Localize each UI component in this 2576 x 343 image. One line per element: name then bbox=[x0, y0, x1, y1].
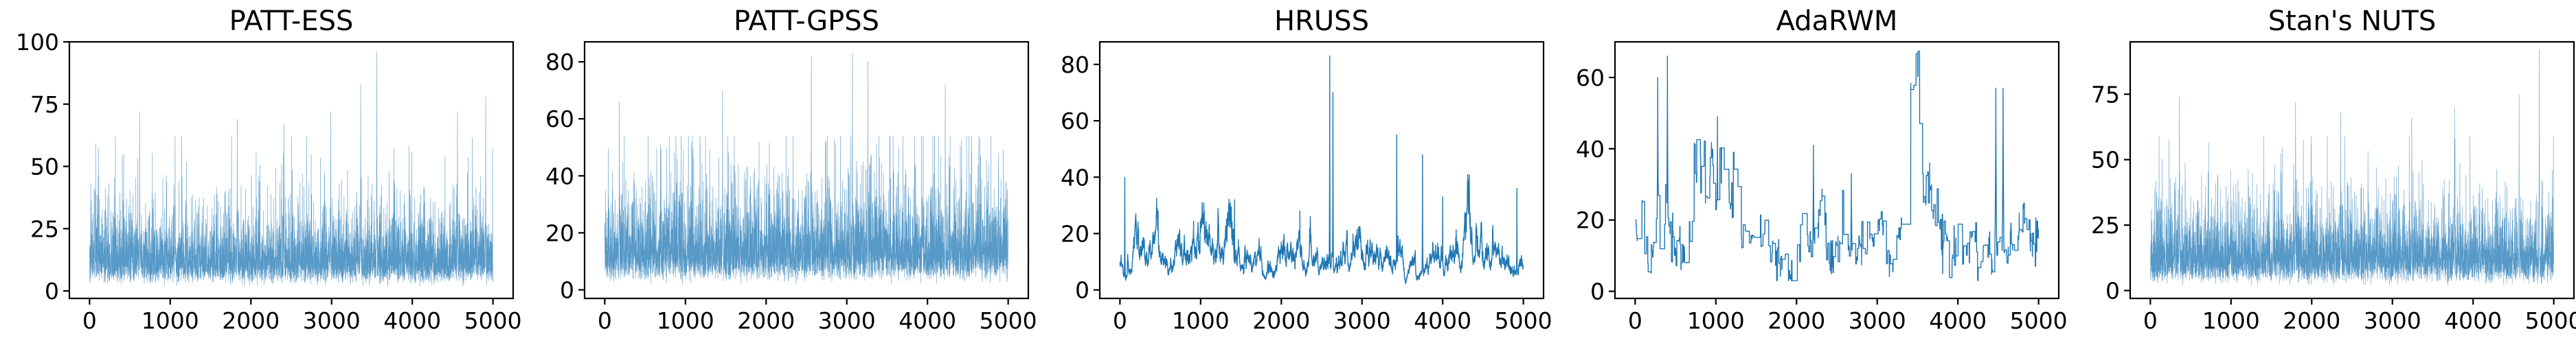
y-tick-label: 60 bbox=[545, 106, 574, 132]
x-tick-label: 4000 bbox=[1929, 307, 1987, 334]
x-tick-label: 3000 bbox=[1849, 307, 1906, 334]
y-tick-label: 50 bbox=[30, 154, 59, 180]
axes-frame bbox=[1098, 40, 1545, 300]
y-tick-label: 60 bbox=[1061, 108, 1089, 134]
panel-title: HRUSS bbox=[1274, 5, 1369, 37]
x-tick-label: 2000 bbox=[737, 307, 795, 334]
y-tick-label: 0 bbox=[2105, 278, 2120, 305]
x-tick-label: 3000 bbox=[303, 307, 361, 334]
axes-frame bbox=[583, 40, 1030, 300]
x-tick-label: 2000 bbox=[1767, 307, 1825, 334]
x-tick-label: 1000 bbox=[142, 307, 199, 334]
x-tick-label: 0 bbox=[2143, 307, 2158, 334]
x-tick-label: 1000 bbox=[1172, 307, 1230, 334]
x-tick-label: 5000 bbox=[464, 307, 522, 334]
y-tick-label: 75 bbox=[2091, 81, 2120, 108]
y-tick-label: 80 bbox=[1061, 51, 1089, 78]
y-tick-label: 25 bbox=[2091, 212, 2120, 239]
y-tick-label: 40 bbox=[545, 163, 574, 189]
y-tick-label: 0 bbox=[560, 277, 574, 304]
y-tick-label: 40 bbox=[1061, 164, 1089, 191]
x-tick-label: 4000 bbox=[899, 307, 956, 334]
x-tick-label: 1000 bbox=[2202, 307, 2260, 334]
y-tick-label: 25 bbox=[30, 215, 59, 242]
y-tick-label: 20 bbox=[545, 220, 574, 246]
panel-adarwm: AdaRWM 0 1000 2000 3000 4000 5000 0 20 40 60 bbox=[1576, 5, 2068, 334]
axes-frame bbox=[1614, 40, 2060, 300]
panel-title: AdaRWM bbox=[1776, 5, 1898, 37]
series-trace bbox=[1119, 55, 1524, 285]
x-tick-label: 0 bbox=[1628, 307, 1642, 334]
x-tick-label: 2000 bbox=[1252, 307, 1310, 334]
y-tick-label: 0 bbox=[45, 278, 59, 305]
x-tick-label: 5000 bbox=[1495, 307, 1552, 334]
x-tick-label: 3000 bbox=[2364, 307, 2421, 334]
x-tick-label: 4000 bbox=[383, 307, 441, 334]
panel-patt-ess: PATT-ESS 0 1000 2000 3000 4000 5000 0 25 50 75 100 bbox=[16, 5, 522, 334]
axes-frame bbox=[68, 40, 515, 300]
y-tick-label: 20 bbox=[1061, 220, 1089, 247]
x-tick-label: 4000 bbox=[2444, 307, 2502, 334]
panel-title: PATT-GPSS bbox=[734, 5, 879, 37]
series-trace bbox=[605, 53, 1008, 285]
axes-frame bbox=[2129, 40, 2575, 300]
x-tick-label: 2000 bbox=[2283, 307, 2340, 334]
series-trace bbox=[89, 51, 493, 287]
panel-hruss: HRUSS 0 1000 2000 3000 4000 5000 0 20 40 60 80 bbox=[1061, 5, 1552, 334]
x-tick-label: 2000 bbox=[222, 307, 280, 334]
panel-title: PATT-ESS bbox=[229, 5, 354, 37]
y-tick-label: 75 bbox=[30, 91, 59, 118]
panel-stans-nuts: Stan's NUTS 0 1000 2000 3000 4000 5000 0 25 50 75 bbox=[2091, 5, 2576, 334]
x-tick-label: 0 bbox=[598, 307, 612, 334]
x-tick-label: 4000 bbox=[1414, 307, 1471, 334]
y-tick-label: 0 bbox=[1075, 277, 1089, 304]
y-tick-label: 20 bbox=[1576, 207, 1605, 234]
y-tick-label: 50 bbox=[2091, 147, 2120, 174]
x-tick-label: 1000 bbox=[657, 307, 714, 334]
x-tick-label: 0 bbox=[82, 307, 97, 334]
y-tick-label: 40 bbox=[1576, 136, 1605, 163]
x-tick-label: 5000 bbox=[980, 307, 1037, 334]
series-trace bbox=[2150, 49, 2554, 286]
x-tick-label: 0 bbox=[1113, 307, 1127, 334]
x-tick-label: 3000 bbox=[1333, 307, 1391, 334]
y-tick-label: 80 bbox=[545, 49, 574, 75]
y-tick-label: 100 bbox=[16, 29, 59, 56]
y-tick-label: 60 bbox=[1576, 64, 1605, 91]
series-trace bbox=[1634, 50, 2040, 281]
x-tick-label: 1000 bbox=[1687, 307, 1745, 334]
panel-title: Stan's NUTS bbox=[2268, 5, 2437, 37]
x-tick-label: 3000 bbox=[818, 307, 876, 334]
panel-patt-gpss: PATT-GPSS 0 1000 2000 3000 4000 5000 0 20 40 60 80 bbox=[545, 5, 1037, 334]
y-tick-label: 0 bbox=[1590, 279, 1605, 305]
x-tick-label: 5000 bbox=[2010, 307, 2068, 334]
x-tick-label: 5000 bbox=[2525, 307, 2576, 334]
